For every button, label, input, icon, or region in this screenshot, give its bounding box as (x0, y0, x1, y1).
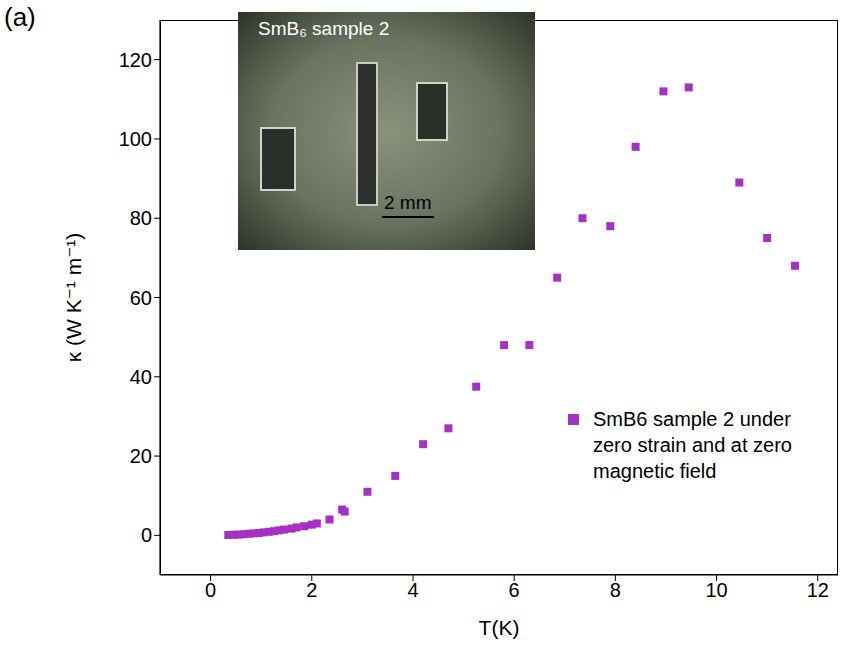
svg-text:80: 80 (130, 207, 152, 229)
html-text:SmB6 sample 2 under zero strai: SmB6 sample 2 under zero strain and at z… (593, 408, 792, 482)
svg-text:100: 100 (119, 128, 152, 150)
svg-text:0: 0 (141, 524, 152, 546)
svg-text:4: 4 (407, 579, 418, 601)
svg-text:2: 2 (306, 579, 317, 601)
svg-text:6: 6 (509, 579, 520, 601)
html-text:SmB₆ sample 2: SmB₆ sample 2 (258, 18, 390, 39)
svg-text:8: 8 (610, 579, 621, 601)
svg-text:0: 0 (205, 579, 216, 601)
svg-text:20: 20 (130, 445, 152, 467)
html-text:2 mm: 2 mm (384, 192, 432, 213)
svg-text:T(K): T(K) (479, 616, 520, 639)
svg-text:12: 12 (807, 579, 829, 601)
svg-text:40: 40 (130, 366, 152, 388)
svg-text:κ (W K⁻¹ m⁻¹): κ (W K⁻¹ m⁻¹) (62, 233, 85, 362)
svg-text:120: 120 (119, 49, 152, 71)
html-text:(a): (a) (4, 2, 36, 32)
svg-text:60: 60 (130, 287, 152, 309)
svg-text:10: 10 (705, 579, 727, 601)
